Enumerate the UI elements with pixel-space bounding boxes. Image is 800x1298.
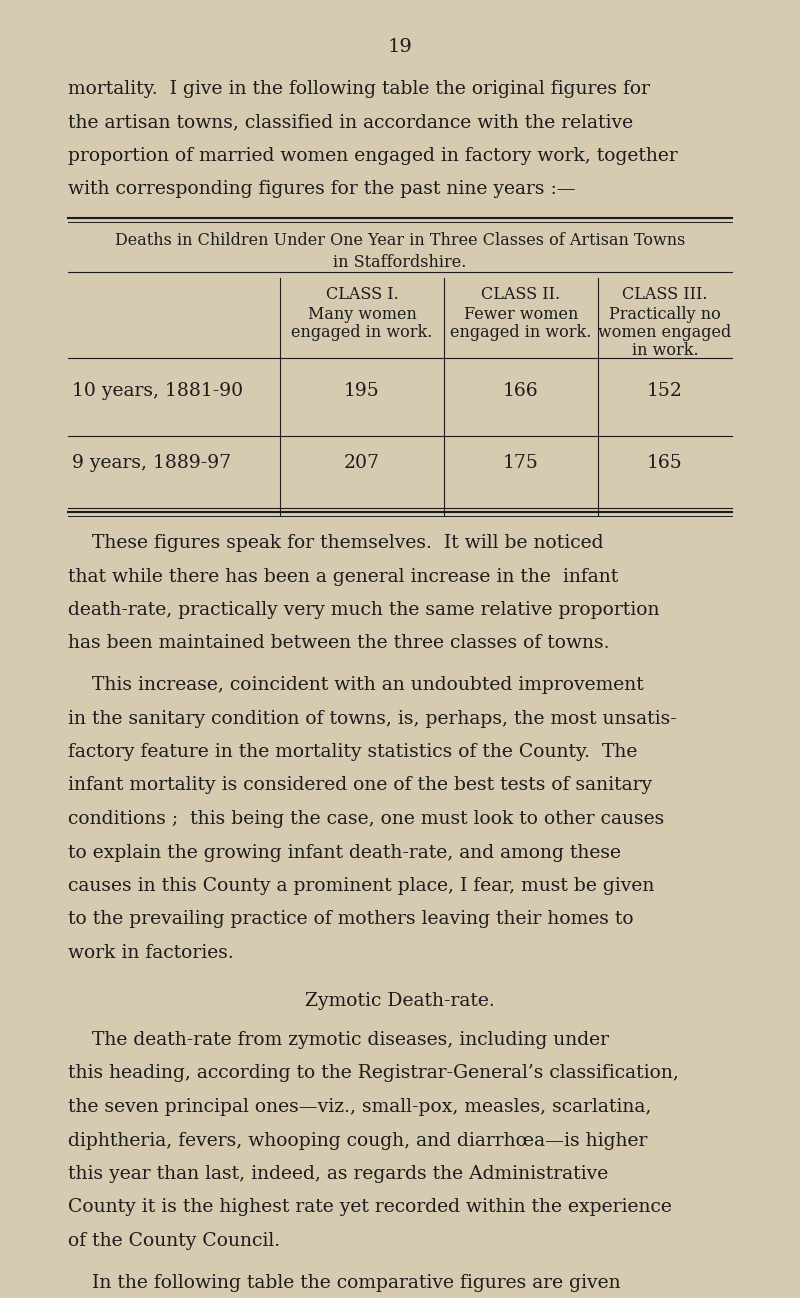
Text: in the sanitary condition of towns, is, perhaps, the most unsatis-: in the sanitary condition of towns, is, … [68,710,677,727]
Text: factory feature in the mortality statistics of the County.  The: factory feature in the mortality statist… [68,742,638,761]
Text: has been maintained between the three classes of towns.: has been maintained between the three cl… [68,635,610,653]
Text: in Staffordshire.: in Staffordshire. [334,254,466,271]
Text: This increase, coincident with an undoubted improvement: This increase, coincident with an undoub… [68,676,644,694]
Text: of the County Council.: of the County Council. [68,1232,280,1250]
Text: engaged in work.: engaged in work. [291,324,433,341]
Text: Practically no: Practically no [609,306,721,323]
Text: 165: 165 [647,454,683,472]
Text: 10 years, 1881-90: 10 years, 1881-90 [72,382,243,400]
Text: the artisan towns, classified in accordance with the relative: the artisan towns, classified in accorda… [68,113,633,131]
Text: in work.: in work. [632,341,698,360]
Text: with corresponding figures for the past nine years :—: with corresponding figures for the past … [68,180,576,199]
Text: to the prevailing practice of mothers leaving their homes to: to the prevailing practice of mothers le… [68,910,634,928]
Text: Deaths in Children Under One Year in Three Classes of Artisan Towns: Deaths in Children Under One Year in Thr… [115,232,685,249]
Text: to explain the growing infant death-rate, and among these: to explain the growing infant death-rate… [68,844,621,862]
Text: 166: 166 [503,382,539,400]
Text: Zymotic Death-rate.: Zymotic Death-rate. [305,992,495,1010]
Text: the seven principal ones—viz., small-pox, measles, scarlatina,: the seven principal ones—viz., small-pox… [68,1098,651,1116]
Text: 152: 152 [647,382,683,400]
Text: death-rate, practically very much the same relative proportion: death-rate, practically very much the sa… [68,601,659,619]
Text: this year than last, indeed, as regards the Administrative: this year than last, indeed, as regards … [68,1166,608,1182]
Text: work in factories.: work in factories. [68,944,234,962]
Text: Fewer women: Fewer women [464,306,578,323]
Text: 207: 207 [344,454,380,472]
Text: causes in this County a prominent place, I fear, must be given: causes in this County a prominent place,… [68,877,654,896]
Text: Many women: Many women [307,306,417,323]
Text: 9 years, 1889-97: 9 years, 1889-97 [72,454,231,472]
Text: diphtheria, fevers, whooping cough, and diarrhœa—is higher: diphtheria, fevers, whooping cough, and … [68,1132,647,1150]
Text: engaged in work.: engaged in work. [450,324,592,341]
Text: In the following table the comparative figures are given: In the following table the comparative f… [68,1273,621,1292]
Text: 19: 19 [387,38,413,56]
Text: CLASS III.: CLASS III. [622,286,708,302]
Text: County it is the highest rate yet recorded within the experience: County it is the highest rate yet record… [68,1198,672,1216]
Text: conditions ;  this being the case, one must look to other causes: conditions ; this being the case, one mu… [68,810,664,828]
Text: CLASS II.: CLASS II. [482,286,561,302]
Text: this heading, according to the Registrar-General’s classification,: this heading, according to the Registrar… [68,1064,679,1083]
Text: These figures speak for themselves.  It will be noticed: These figures speak for themselves. It w… [68,533,603,552]
Text: CLASS I.: CLASS I. [326,286,398,302]
Text: proportion of married women engaged in factory work, together: proportion of married women engaged in f… [68,147,678,165]
Text: infant mortality is considered one of the best tests of sanitary: infant mortality is considered one of th… [68,776,652,794]
Text: 175: 175 [503,454,539,472]
Text: mortality.  I give in the following table the original figures for: mortality. I give in the following table… [68,80,650,99]
Text: The death-rate from zymotic diseases, including under: The death-rate from zymotic diseases, in… [68,1031,609,1049]
Text: 195: 195 [344,382,380,400]
Text: women engaged: women engaged [598,324,732,341]
Text: that while there has been a general increase in the  infant: that while there has been a general incr… [68,567,618,585]
